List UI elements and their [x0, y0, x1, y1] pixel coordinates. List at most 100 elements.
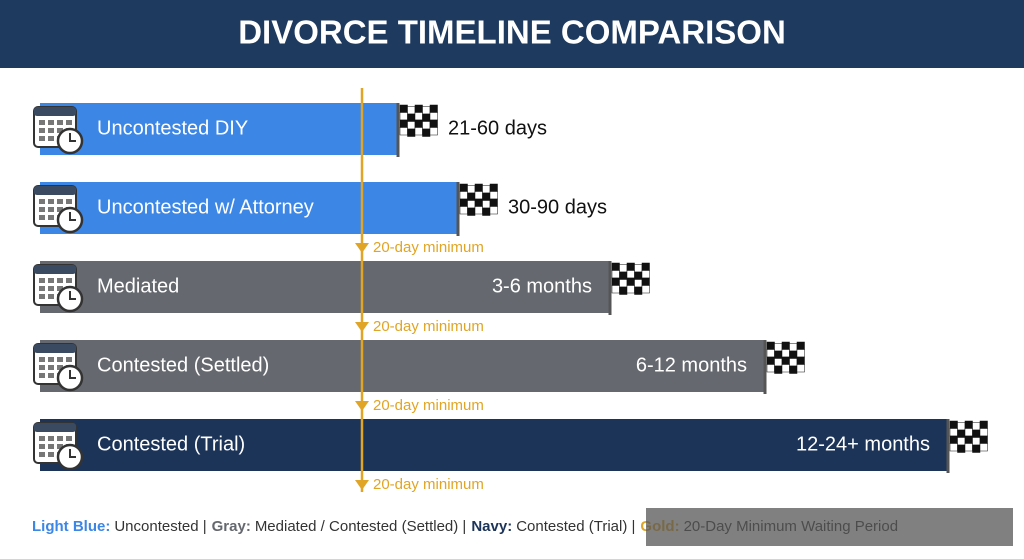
- calendar-cell: [57, 128, 63, 133]
- finish-flag: [608, 261, 650, 315]
- flag-cell: [964, 443, 973, 452]
- flag-cell: [422, 121, 431, 130]
- flag-cell: [429, 119, 438, 128]
- calendar-cell: [48, 199, 54, 204]
- flag-cell: [972, 429, 981, 438]
- flag-cell: [774, 358, 783, 367]
- calendar-cell: [66, 278, 72, 283]
- flag-cell: [774, 343, 783, 352]
- calendar-icon: [33, 185, 84, 234]
- flag-cell: [467, 207, 476, 216]
- calendar-cell: [48, 357, 54, 362]
- finish-flag: [456, 182, 498, 236]
- calendar-cell: [39, 120, 45, 125]
- flag-cell: [634, 286, 643, 295]
- rows: Uncontested DIY 21-60 days Uncontested w/ …: [33, 103, 988, 473]
- flag-cell: [482, 207, 491, 216]
- flag-cell: [774, 365, 783, 374]
- flag-cell: [641, 270, 650, 279]
- flag-cell: [949, 435, 958, 444]
- flag-cell: [979, 435, 988, 444]
- calendar-cell: [48, 452, 54, 457]
- timeline-row: Contested (Settled) 6-12 months: [33, 340, 805, 394]
- flag-cell: [781, 356, 790, 365]
- calendar-cell: [57, 444, 63, 449]
- flag-cell: [399, 127, 408, 136]
- calendar-cell: [39, 294, 45, 299]
- flag-cell: [979, 428, 988, 437]
- finish-flag: [763, 340, 805, 394]
- flag-cell: [399, 112, 408, 121]
- calendar-cell: [57, 436, 63, 441]
- calendar-icon: [33, 343, 84, 392]
- calendar-cell: [57, 365, 63, 370]
- minimum-label: 20-day minimum: [373, 239, 484, 256]
- flag-cell: [429, 104, 438, 113]
- flag-cell: [972, 444, 981, 453]
- clock-hands: [69, 370, 76, 379]
- calendar-cell: [57, 207, 63, 212]
- clock-hands: [69, 133, 76, 142]
- flag-cell: [429, 112, 438, 121]
- flag-cell: [796, 364, 805, 373]
- flag-cell: [789, 358, 798, 367]
- legend-text: Uncontested |: [114, 518, 206, 535]
- flag-cell: [414, 127, 423, 136]
- flag-cell: [489, 198, 498, 207]
- duration-label: 30-90 days: [508, 196, 607, 218]
- calendar-cell: [39, 452, 45, 457]
- calendar-cell: [57, 278, 63, 283]
- calendar-cell: [39, 199, 45, 204]
- flag-cell: [482, 192, 491, 201]
- flag-cell: [429, 127, 438, 136]
- calendar-cell: [48, 436, 54, 441]
- flag-cell: [459, 206, 468, 215]
- calendar-cell: [48, 286, 54, 291]
- flag-cell: [474, 198, 483, 207]
- calendar-cell: [48, 128, 54, 133]
- flag-cell: [796, 349, 805, 358]
- flag-cell: [641, 285, 650, 294]
- flag-cell: [796, 341, 805, 350]
- flag-cell: [474, 191, 483, 200]
- flag-cell: [964, 435, 973, 444]
- flag-cell: [949, 420, 958, 429]
- calendar-cell: [39, 128, 45, 133]
- flag-cell: [957, 429, 966, 438]
- calendar-cell: [57, 199, 63, 204]
- row-label: Mediated: [97, 275, 179, 297]
- calendar-cell: [57, 286, 63, 291]
- watermark-box: [646, 508, 1013, 546]
- calendar-cell: [48, 120, 54, 125]
- flag-cell: [964, 420, 973, 429]
- flag-cell: [611, 270, 620, 279]
- calendar-cell: [48, 207, 54, 212]
- calendar-cell: [39, 444, 45, 449]
- legend-key: Gray:: [212, 518, 251, 535]
- calendar-cell: [39, 215, 45, 220]
- calendar-cell: [48, 365, 54, 370]
- flag-cell: [611, 262, 620, 271]
- flag-cell: [781, 349, 790, 358]
- flag-cell: [414, 104, 423, 113]
- flag-cell: [619, 271, 628, 280]
- flag-cell: [459, 183, 468, 192]
- flag-cell: [459, 198, 468, 207]
- flag-cell: [407, 106, 416, 115]
- flag-cell: [619, 286, 628, 295]
- flag-cell: [796, 356, 805, 365]
- calendar-top: [34, 423, 76, 432]
- flag-cell: [964, 428, 973, 437]
- flag-cell: [789, 365, 798, 374]
- calendar-cell: [39, 136, 45, 141]
- duration-label: 3-6 months: [492, 275, 592, 297]
- timeline-bar: [40, 103, 398, 155]
- minimum-label: 20-day minimum: [373, 476, 484, 493]
- flag-cell: [489, 206, 498, 215]
- flag-cell: [781, 341, 790, 350]
- flag-cell: [619, 264, 628, 273]
- flag-cell: [407, 113, 416, 122]
- flag-cell: [474, 183, 483, 192]
- calendar-cell: [48, 136, 54, 141]
- legend-key: Light Blue:: [32, 518, 110, 535]
